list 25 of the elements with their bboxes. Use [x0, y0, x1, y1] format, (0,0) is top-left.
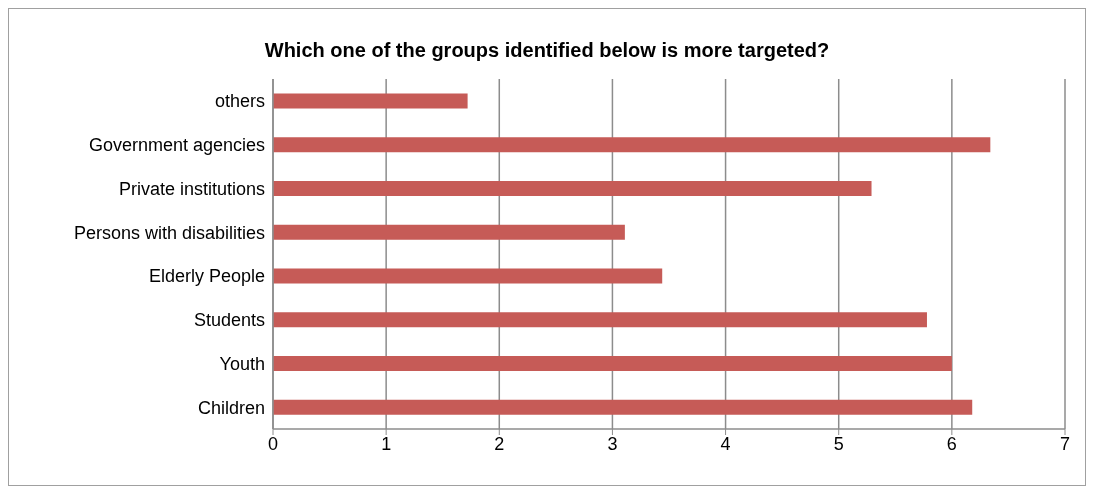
y-tick-label: Persons with disabilities: [73, 222, 265, 243]
x-tick-label: 5: [833, 433, 844, 454]
bar: [273, 137, 991, 153]
bar: [273, 180, 872, 196]
x-tick-label: 1: [381, 433, 392, 454]
bar: [273, 355, 952, 371]
x-tick-label: 2: [494, 433, 505, 454]
bar: [273, 93, 468, 109]
y-tick-label: Students: [193, 310, 265, 331]
bar: [273, 268, 663, 284]
bar: [273, 224, 625, 240]
chart-title: Which one of the groups identified below is more targeted?: [263, 38, 831, 63]
y-tick-label: Elderly People: [148, 266, 265, 287]
x-tick-label: 3: [607, 433, 618, 454]
x-tick-label: 0: [267, 433, 279, 454]
y-tick-label: Government agencies: [88, 135, 265, 156]
y-tick-label: others: [214, 91, 265, 112]
y-tick-label: Youth: [219, 353, 265, 374]
bar: [273, 399, 973, 415]
x-tick-label: 4: [720, 433, 731, 454]
x-tick-label: 6: [946, 433, 957, 454]
bar: [273, 312, 927, 328]
y-tick-label: Children: [197, 397, 265, 418]
y-tick-label: Private institutions: [118, 178, 265, 199]
x-tick-label: 7: [1059, 433, 1071, 454]
